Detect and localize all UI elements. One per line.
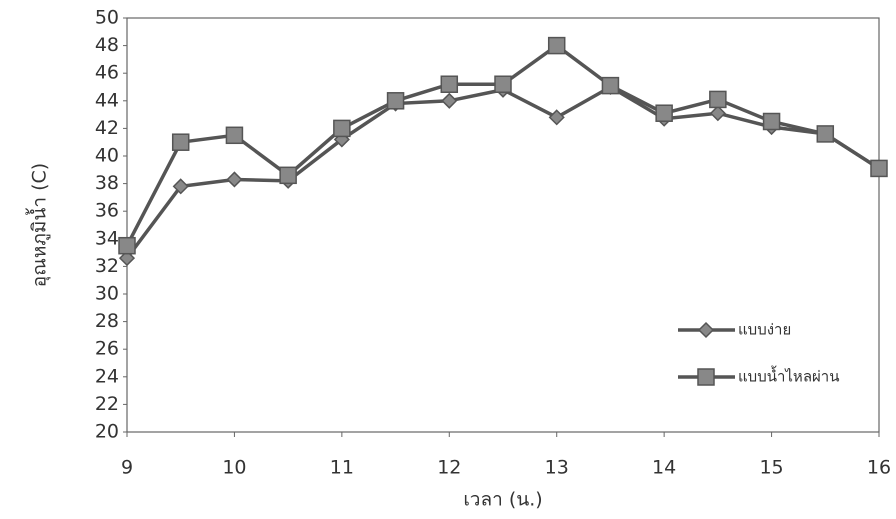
x-tick-label: 15 — [759, 457, 783, 479]
data-point — [547, 36, 566, 55]
y-tick-label: 26 — [95, 338, 119, 360]
data-point — [386, 92, 405, 110]
data-point — [709, 105, 726, 122]
data-point — [548, 109, 565, 126]
legend-label: แบบง่าย — [738, 321, 791, 339]
y-tick-label: 22 — [95, 393, 119, 415]
y-axis-label: อุณหภูมิน้ำ (C) — [26, 163, 52, 287]
series-line — [125, 84, 880, 260]
data-point — [333, 119, 351, 138]
y-tick-label: 24 — [95, 365, 119, 387]
y-tick-label: 46 — [95, 62, 119, 84]
y-tick-label: 20 — [95, 421, 119, 443]
x-axis-label: เวลา (น.) — [463, 489, 542, 511]
x-tick-label: 14 — [652, 457, 676, 479]
data-point — [762, 112, 781, 131]
data-point — [118, 250, 136, 267]
legend-marker — [697, 368, 715, 386]
y-tick-label: 34 — [95, 227, 119, 249]
x-tick-label: 11 — [330, 457, 354, 479]
y-tick-label: 38 — [95, 172, 119, 194]
data-point — [172, 178, 189, 195]
data-point — [601, 76, 620, 95]
y-tick-label: 32 — [95, 255, 119, 277]
data-point — [225, 126, 244, 145]
legend-marker — [697, 321, 715, 339]
data-point — [441, 92, 458, 109]
data-point — [816, 125, 835, 143]
data-point — [226, 171, 243, 188]
y-tick-label: 30 — [95, 283, 119, 305]
data-point — [279, 166, 297, 185]
x-tick-label: 9 — [121, 457, 133, 479]
data-point — [870, 159, 888, 178]
legend-label: แบบน้ำไหลผ่าน — [738, 366, 839, 386]
x-tick-label: 10 — [222, 457, 246, 479]
y-tick-label: 50 — [95, 7, 119, 29]
y-tick-label: 28 — [95, 310, 119, 332]
y-tick-label: 36 — [95, 200, 119, 222]
y-tick-label: 48 — [95, 34, 119, 56]
data-point — [440, 75, 459, 93]
data-point — [494, 75, 512, 93]
y-tick-label: 40 — [95, 145, 119, 167]
y-tick-label: 42 — [95, 117, 119, 139]
data-point — [118, 236, 136, 255]
data-point — [171, 133, 190, 151]
x-tick-label: 12 — [437, 457, 461, 479]
data-point — [655, 104, 673, 122]
x-tick-label: 16 — [867, 457, 891, 479]
plot-area — [126, 17, 880, 433]
y-tick-label: 44 — [95, 89, 119, 111]
data-point — [709, 90, 727, 109]
x-tick-label: 13 — [545, 457, 569, 479]
